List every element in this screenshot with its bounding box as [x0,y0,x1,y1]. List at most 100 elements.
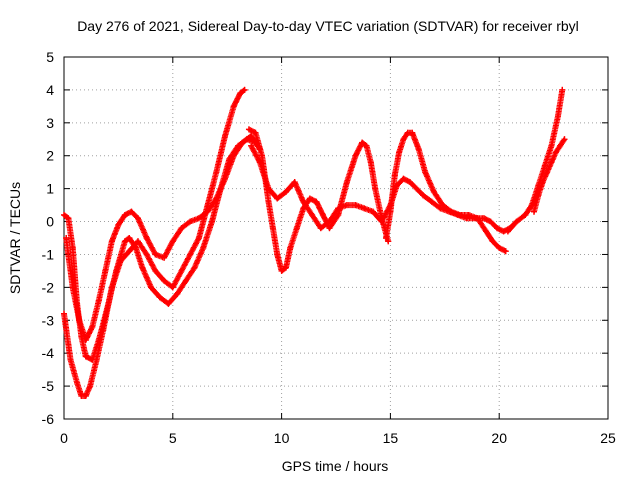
data-point [415,146,422,153]
data-point [134,215,141,222]
data-point [143,251,150,258]
data-point [319,211,326,218]
series-track-8 [531,136,568,215]
x-tick-label: 0 [60,430,68,446]
y-tick-label: 5 [46,49,54,65]
data-point [104,304,111,311]
data-point [165,300,172,307]
data-point [108,238,115,245]
data-point [239,139,246,146]
data-point [293,225,300,232]
data-point [359,139,366,146]
data-point [400,136,407,143]
data-point [76,317,83,324]
data-point [204,208,211,215]
data-point [222,132,229,139]
data-point [61,211,67,218]
data-point [465,211,472,218]
data-point [400,175,407,182]
data-point [372,185,379,192]
data-point [61,310,67,317]
data-point [300,198,307,205]
data-point [548,142,555,149]
series-markers [531,136,568,215]
series-track-4 [245,126,392,274]
data-point [428,198,435,205]
data-point [259,152,266,159]
y-axis-label: SDTVAR / TECUs [7,182,23,294]
data-point [343,202,350,209]
data-point [487,218,494,225]
data-point [248,142,255,149]
data-point [213,195,220,202]
data-point [187,218,194,225]
data-point [69,284,76,291]
series-markers [246,126,392,274]
data-point [152,251,159,258]
data-point [65,215,72,222]
series-track-7 [504,86,566,235]
x-tick-label: 15 [383,430,399,446]
data-point [256,159,263,166]
data-point [252,129,259,136]
data-point [552,149,559,156]
data-point [241,86,248,93]
data-point [237,90,244,97]
data-point [531,208,538,215]
data-point [74,379,81,386]
data-point [378,218,385,225]
data-point [383,235,390,241]
data-point [369,208,376,215]
data-point [126,235,133,241]
data-point [361,205,368,212]
data-point [513,218,520,225]
data-point [195,235,202,241]
data-point [504,228,511,235]
series-track-2 [61,136,263,363]
x-tick-label: 5 [169,430,177,446]
data-series [61,86,568,399]
series-markers [383,129,509,255]
data-point [306,195,313,202]
data-point [291,179,298,186]
data-point [265,185,272,192]
x-tick-label: 20 [491,430,507,446]
series-markers [61,86,248,399]
y-tick-label: 2 [46,148,54,164]
data-point [274,251,281,258]
data-point [282,188,289,195]
data-point [474,215,481,222]
y-tick-label: -1 [42,246,55,262]
data-point [561,136,568,143]
data-point [248,132,255,139]
y-tick-label: 3 [46,115,54,131]
data-point [420,192,427,199]
data-point [178,267,185,274]
axis-ticks: 0 5 10 15 20 25 -6 -5 -4 -3 -2 -1 0 1 2 3 4 5 [42,49,616,446]
data-point [161,254,168,261]
data-point [82,392,89,399]
data-point [132,244,139,251]
data-point [463,215,470,222]
series-track-3 [63,132,263,344]
data-point [161,277,168,284]
data-point [213,169,220,176]
y-tick-label: -6 [42,411,55,427]
chart-title: Day 276 of 2021, Sidereal Day-to-day VTE… [77,18,579,34]
data-point [278,267,285,274]
series-track-6 [383,129,509,255]
data-point [385,238,392,245]
y-tick-label: -2 [42,279,55,295]
data-point [222,175,229,182]
data-point [489,238,496,245]
data-point [282,264,289,271]
data-point [494,225,501,232]
data-point [134,238,141,245]
data-point [169,284,176,291]
data-point [457,211,464,218]
data-point [208,218,215,225]
data-point [326,218,333,225]
data-point [269,225,276,232]
data-point [559,86,566,93]
data-point [480,215,487,222]
